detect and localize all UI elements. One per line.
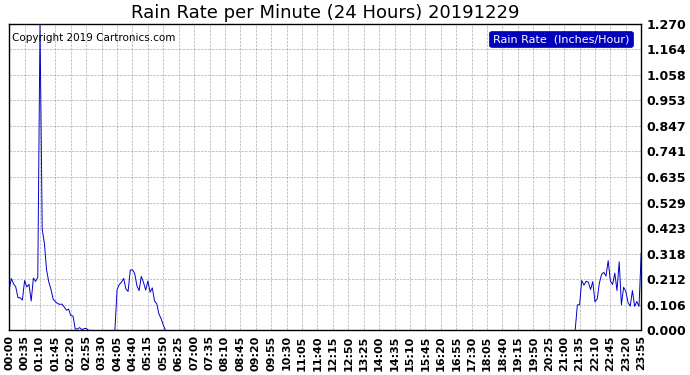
- Line: Rain Rate  (Inches/Hour): Rain Rate (Inches/Hour): [9, 24, 641, 330]
- Title: Rain Rate per Minute (24 Hours) 20191229: Rain Rate per Minute (24 Hours) 20191229: [131, 4, 520, 22]
- Rain Rate  (Inches/Hour): [637, 251, 645, 255]
- Rain Rate  (Inches/Hour): [62, 308, 70, 312]
- Rain Rate  (Inches/Hour): [551, 328, 560, 333]
- Rain Rate  (Inches/Hour): [328, 328, 337, 333]
- Rain Rate  (Inches/Hour): [86, 328, 95, 333]
- Text: Copyright 2019 Cartronics.com: Copyright 2019 Cartronics.com: [12, 33, 176, 43]
- Rain Rate  (Inches/Hour): [5, 287, 13, 292]
- Legend: Rain Rate  (Inches/Hour): Rain Rate (Inches/Hour): [489, 31, 633, 48]
- Rain Rate  (Inches/Hour): [36, 21, 44, 26]
- Rain Rate  (Inches/Hour): [586, 287, 595, 292]
- Rain Rate  (Inches/Hour): [566, 328, 575, 333]
- Rain Rate  (Inches/Hour): [540, 328, 549, 333]
